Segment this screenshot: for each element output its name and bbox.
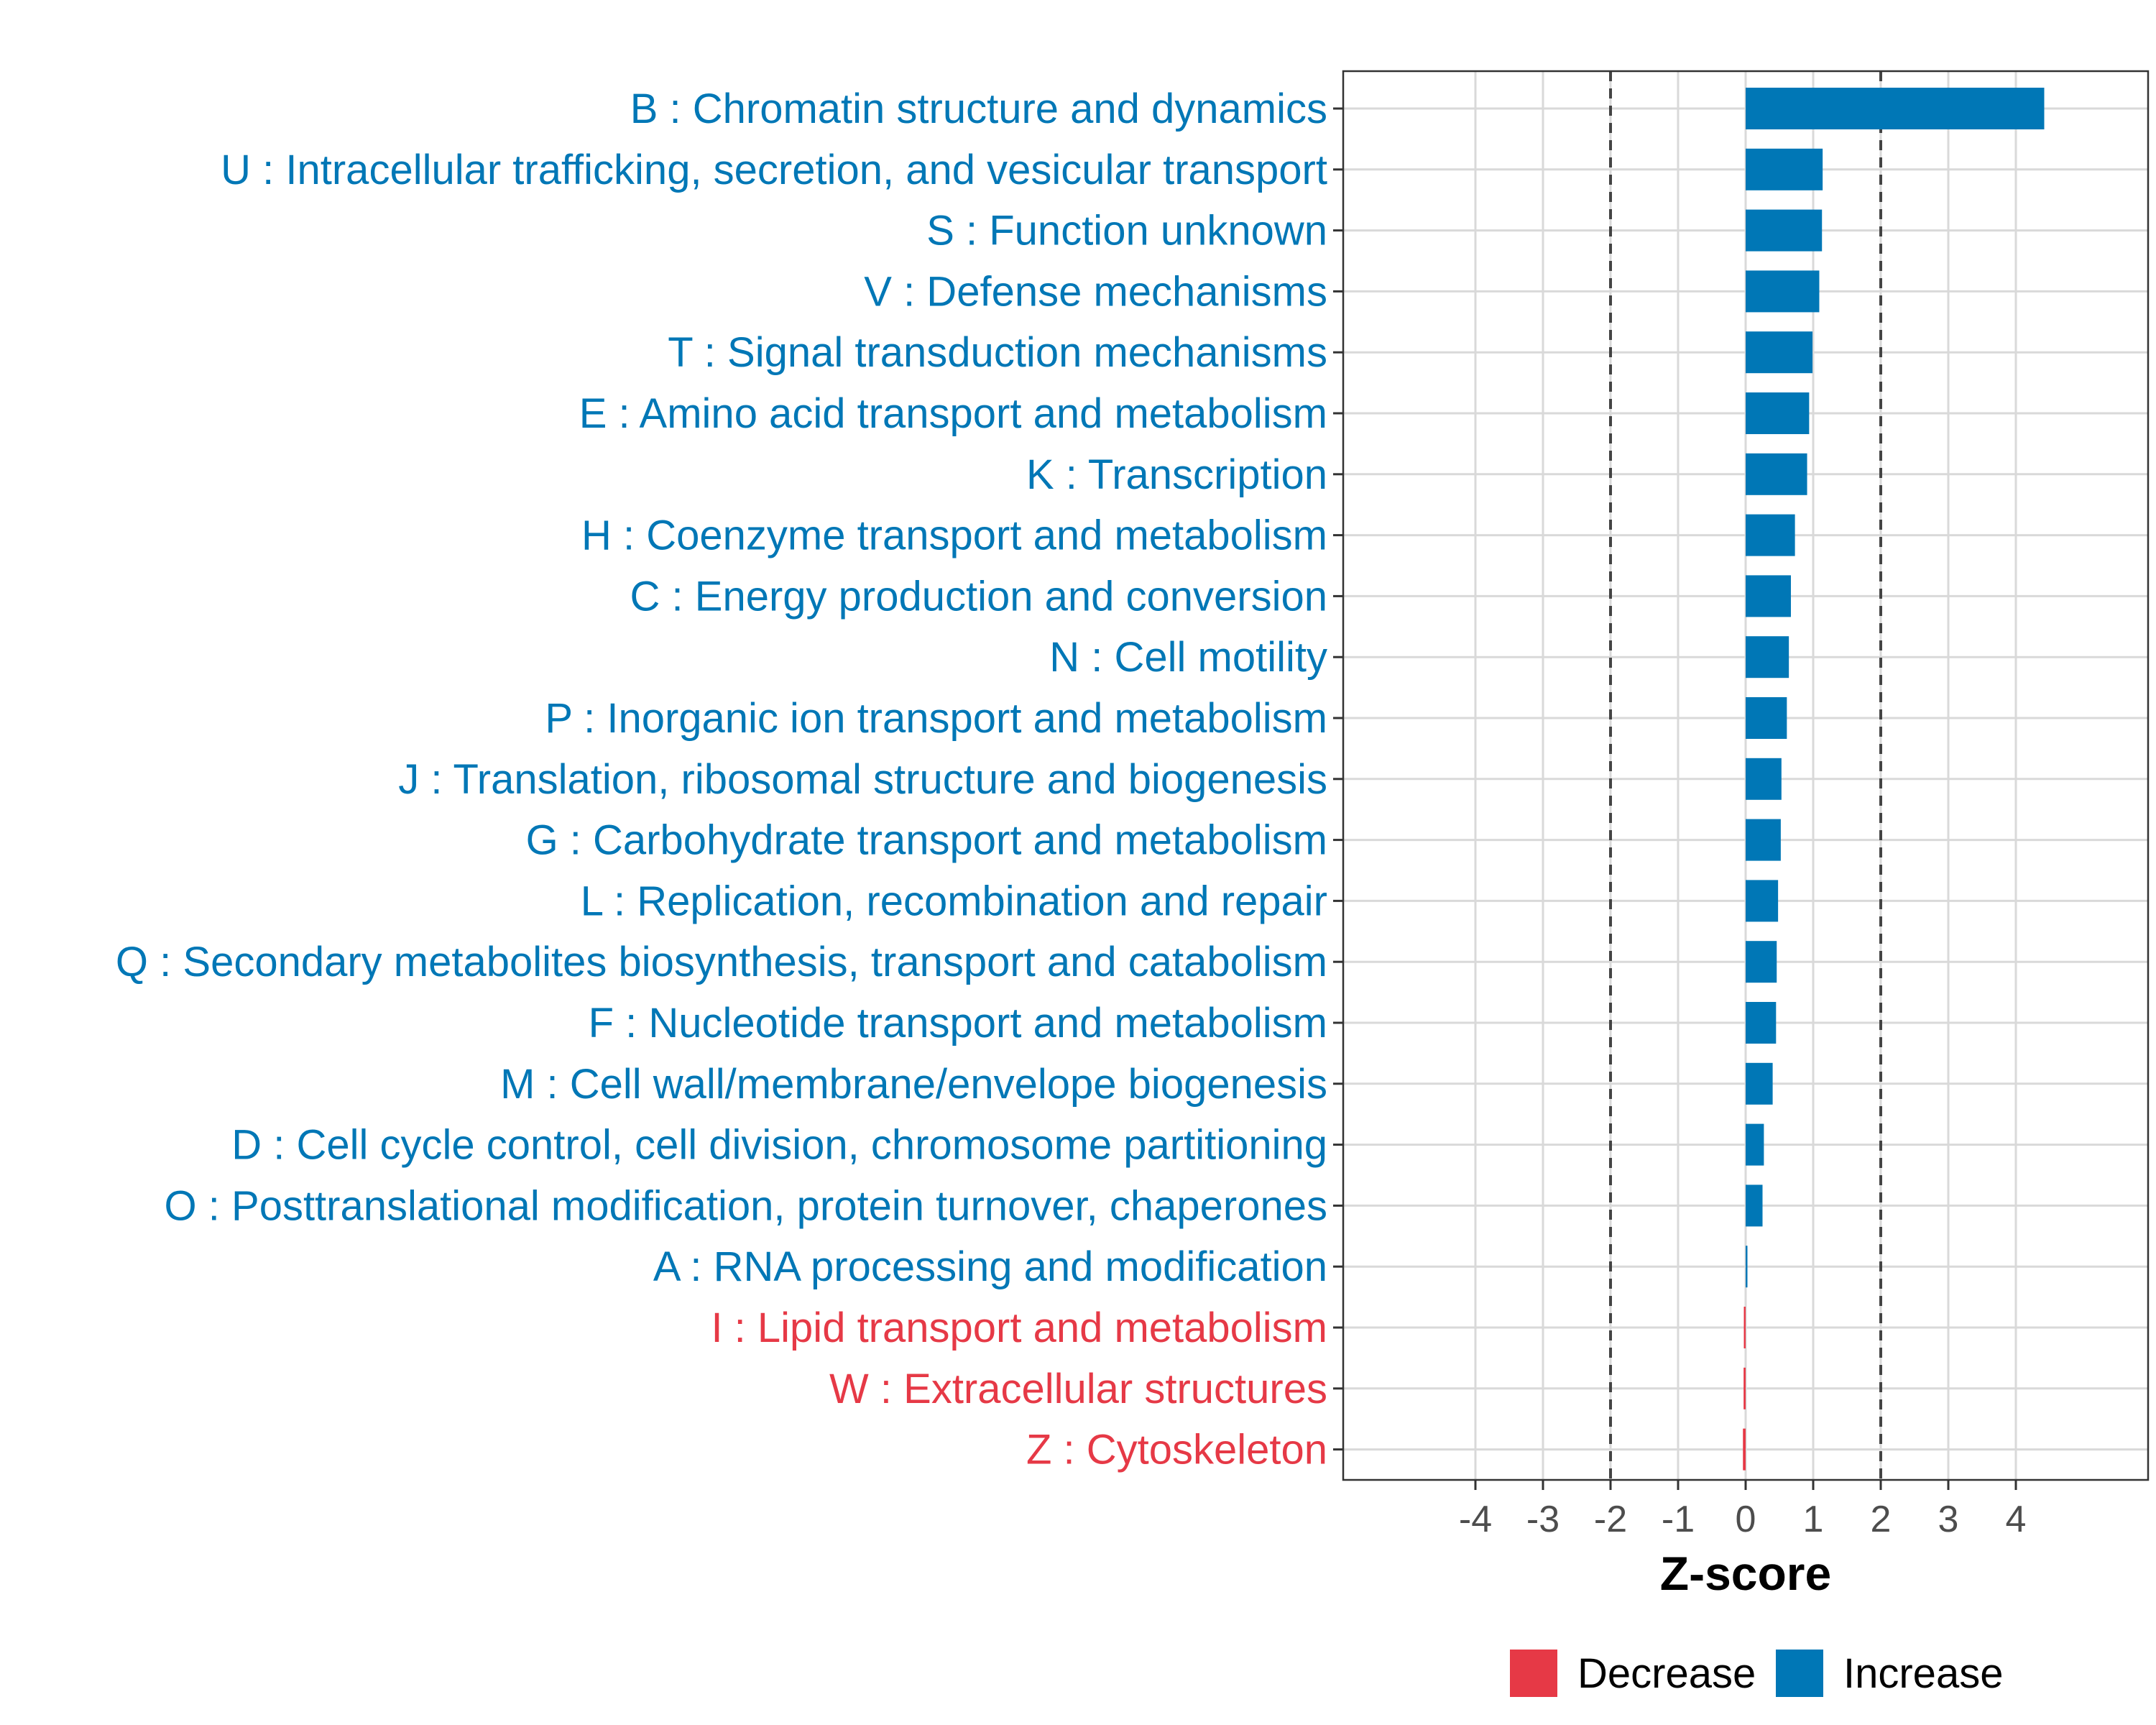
category-label: Z : Cytoskeleton: [1026, 1427, 1327, 1473]
bar: [1743, 1307, 1746, 1348]
bar: [1746, 88, 2045, 129]
category-label: U : Intracellular trafficking, secretion…: [221, 147, 1327, 193]
category-label: G : Carbohydrate transport and metabolis…: [526, 817, 1327, 864]
bar: [1746, 697, 1787, 739]
bars: [1743, 88, 2045, 1471]
bar: [1746, 880, 1779, 922]
x-tick-label: 1: [1803, 1499, 1824, 1540]
legend: Decrease Increase: [1510, 1650, 2003, 1697]
category-label: Q : Secondary metabolites biosynthesis, …: [116, 939, 1327, 985]
category-label: B : Chromatin structure and dynamics: [630, 86, 1327, 132]
category-label: J : Translation, ribosomal structure and…: [398, 756, 1327, 803]
x-tick-label: -4: [1459, 1499, 1492, 1540]
category-label: F : Nucleotide transport and metabolism: [589, 1000, 1327, 1046]
bar: [1746, 453, 1807, 495]
bar: [1746, 209, 1823, 252]
category-label: O : Posttranslational modification, prot…: [165, 1182, 1327, 1229]
bar: [1746, 331, 1813, 374]
bar: [1746, 819, 1781, 861]
legend-label: Decrease: [1577, 1650, 1756, 1697]
x-tick-label: -3: [1526, 1499, 1560, 1540]
x-tick-label: -2: [1594, 1499, 1627, 1540]
x-axis-title: Z-score: [1660, 1547, 1831, 1600]
category-label: V : Defense mechanisms: [864, 268, 1327, 315]
bar: [1746, 514, 1795, 556]
bar: [1743, 1428, 1746, 1471]
category-label: I : Lipid transport and metabolism: [711, 1305, 1327, 1351]
bar: [1746, 941, 1777, 983]
reference-lines: [1609, 71, 1882, 1480]
category-label: T : Signal transduction mechanisms: [668, 329, 1327, 376]
legend-label: Increase: [1843, 1650, 2003, 1697]
category-label: M : Cell wall/membrane/envelope biogenes…: [500, 1061, 1327, 1108]
bar: [1746, 636, 1789, 678]
x-tick-label: 2: [1871, 1499, 1892, 1540]
category-label: L : Replication, recombination and repai…: [581, 878, 1327, 924]
legend-swatch: [1510, 1650, 1557, 1697]
category-label: C : Energy production and conversion: [630, 573, 1327, 620]
x-tick-label: 3: [1938, 1499, 1959, 1540]
bar: [1746, 575, 1791, 617]
bar: [1746, 1002, 1777, 1044]
bar: [1746, 392, 1810, 434]
category-label: K : Transcription: [1026, 451, 1327, 498]
x-tick-label: 0: [1736, 1499, 1756, 1540]
category-label: P : Inorganic ion transport and metaboli…: [545, 695, 1327, 742]
category-label: H : Coenzyme transport and metabolism: [581, 512, 1327, 559]
category-label: S : Function unknown: [926, 208, 1327, 254]
bar: [1746, 1062, 1773, 1105]
bar: [1746, 1123, 1764, 1166]
category-label: N : Cell motility: [1049, 634, 1327, 681]
category-label: A : RNA processing and modification: [653, 1243, 1327, 1290]
x-axis-ticks: -4 -3 -2 -1 0 1 2 3 4: [1459, 1480, 2027, 1540]
x-tick-label: -1: [1662, 1499, 1695, 1540]
bar: [1743, 1367, 1746, 1409]
bar: [1746, 270, 1820, 313]
bar: [1746, 148, 1823, 190]
category-label: D : Cell cycle control, cell division, c…: [231, 1122, 1327, 1169]
bar: [1746, 758, 1782, 800]
y-axis-ticks: [1333, 107, 1343, 1451]
category-label: W : Extracellular structures: [829, 1366, 1327, 1412]
y-axis-labels: B : Chromatin structure and dynamics U : …: [116, 86, 1327, 1473]
bar: [1746, 1246, 1748, 1288]
bar: [1746, 1184, 1763, 1227]
x-tick-label: 4: [2006, 1499, 2027, 1540]
category-label: E : Amino acid transport and metabolism: [579, 390, 1327, 437]
legend-swatch: [1776, 1650, 1823, 1697]
